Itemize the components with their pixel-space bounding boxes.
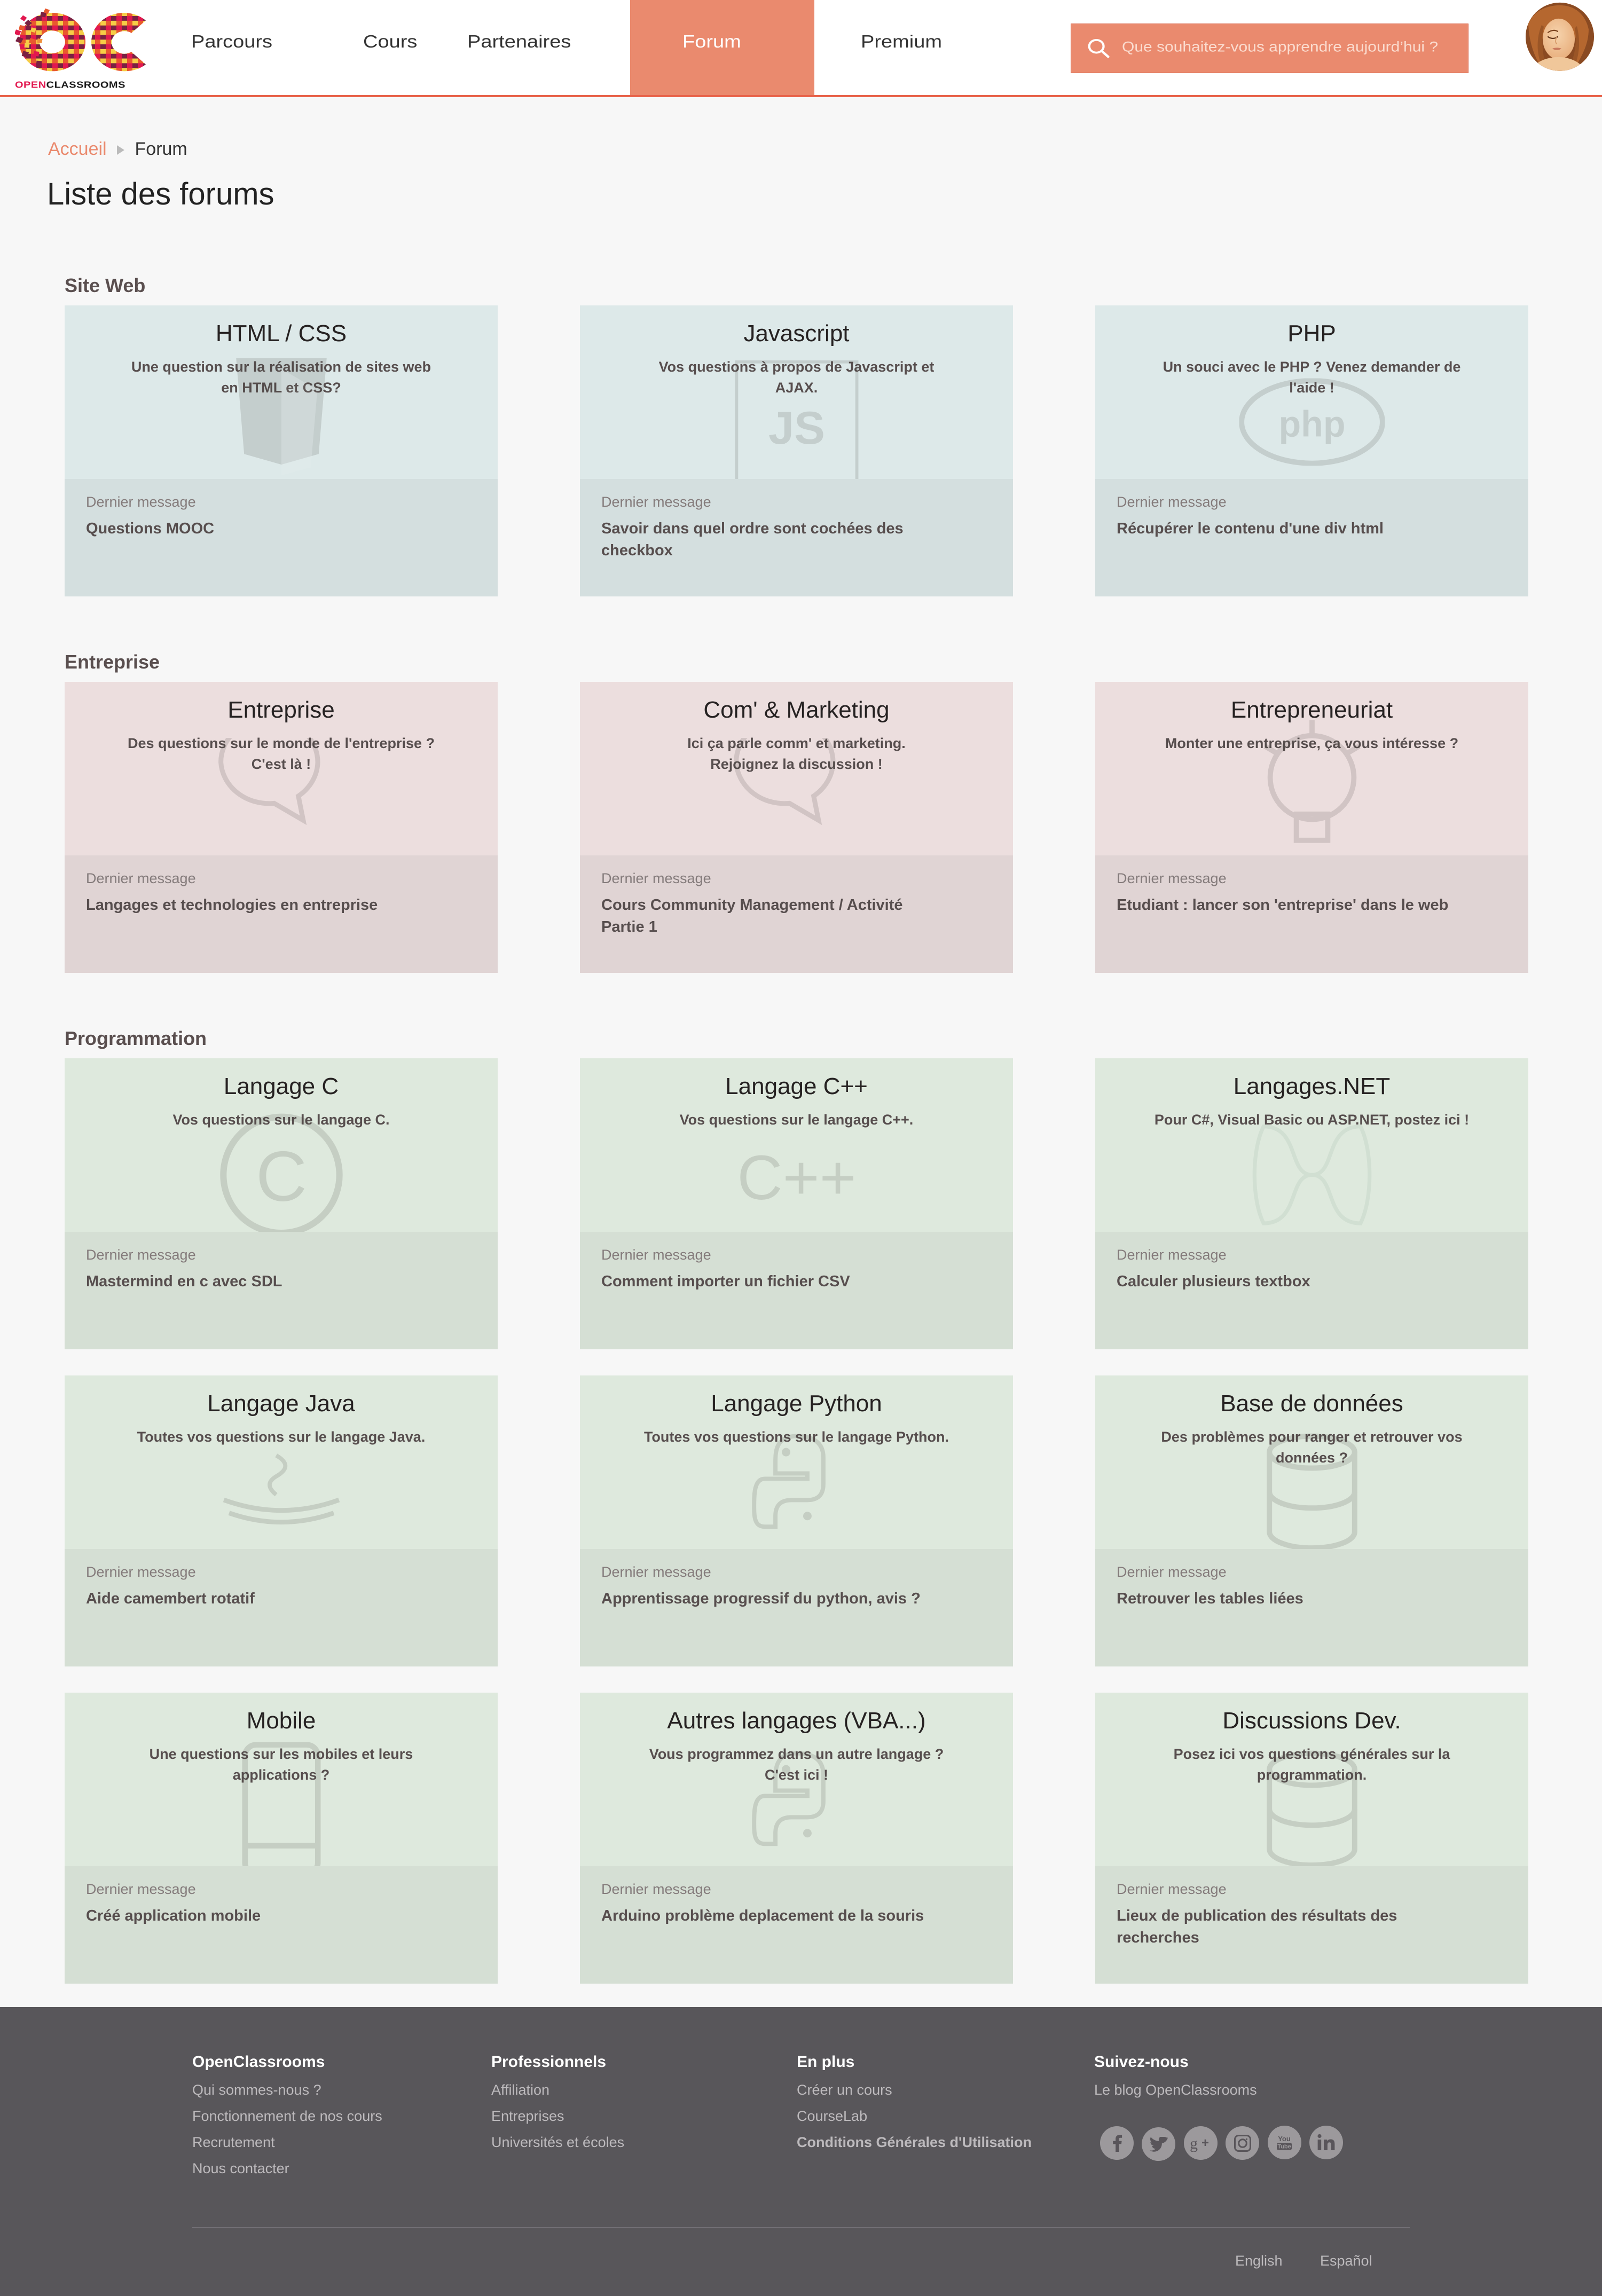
- svg-text:OPENCLASSROOMS: OPENCLASSROOMS: [15, 79, 125, 90]
- svg-text:Tube: Tube: [1278, 2143, 1291, 2150]
- svg-text:+: +: [1202, 2136, 1209, 2150]
- svg-text:C: C: [256, 1137, 307, 1216]
- svg-text:php: php: [1278, 404, 1345, 445]
- svg-text:JS: JS: [768, 403, 825, 454]
- svg-text:g: g: [1190, 2135, 1198, 2152]
- svg-text:C++: C++: [737, 1143, 856, 1213]
- svg-text:You: You: [1278, 2135, 1291, 2143]
